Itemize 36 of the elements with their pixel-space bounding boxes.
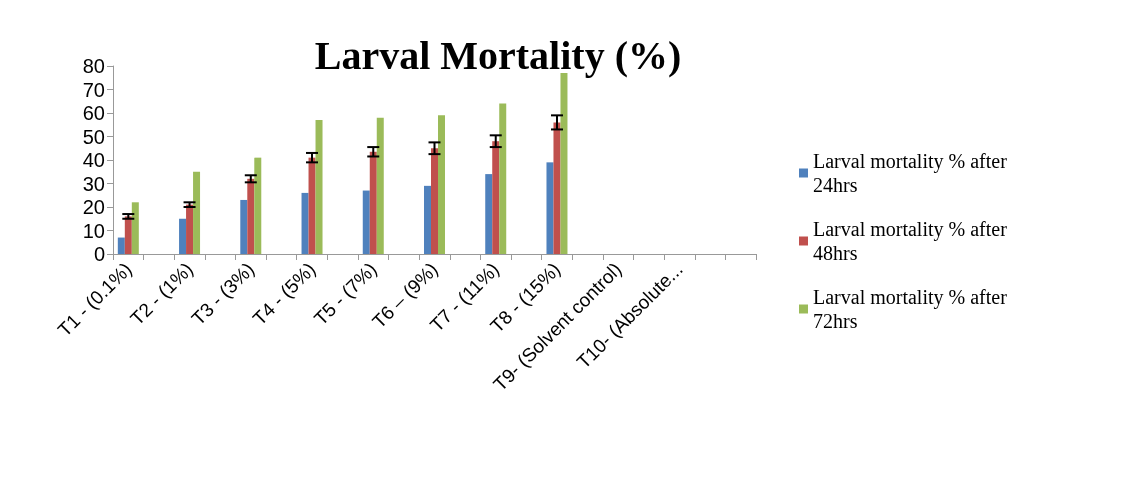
legend-label: Larval mortality % after 24hrs — [813, 150, 1008, 196]
y-tick-label: 70 — [82, 78, 105, 101]
bar — [308, 157, 316, 254]
y-tick-label: 80 — [82, 55, 105, 77]
bar — [131, 202, 139, 254]
bar — [369, 151, 377, 254]
bar — [247, 178, 255, 254]
bar — [485, 174, 493, 254]
bar — [376, 117, 384, 254]
bar — [553, 122, 561, 254]
y-tick-label: 50 — [82, 125, 105, 148]
bar — [179, 218, 187, 254]
y-tick-label: 40 — [82, 149, 105, 171]
bar — [315, 120, 323, 254]
bar — [546, 162, 554, 254]
bar — [193, 171, 201, 254]
bar — [431, 148, 438, 254]
chart-title: Larval Mortality (%) — [314, 32, 682, 78]
bar — [240, 199, 248, 254]
bar — [499, 103, 507, 254]
bar — [492, 141, 500, 254]
bar — [186, 204, 194, 254]
y-tick-label: 30 — [82, 172, 105, 195]
y-tick-label: 0 — [93, 243, 105, 265]
bar — [424, 185, 431, 254]
legend-label: Larval mortality % after 72hrs — [813, 286, 1008, 332]
y-tick-label: 10 — [82, 219, 105, 242]
y-tick-label: 60 — [82, 102, 105, 124]
y-tick-label: 20 — [82, 196, 105, 218]
bar — [438, 115, 445, 254]
bar — [117, 237, 125, 254]
bar — [301, 192, 309, 254]
bar — [124, 216, 132, 254]
legend-label: Larval mortality % after 48hrs — [813, 218, 1008, 264]
bar — [254, 157, 262, 254]
bar — [362, 190, 370, 254]
